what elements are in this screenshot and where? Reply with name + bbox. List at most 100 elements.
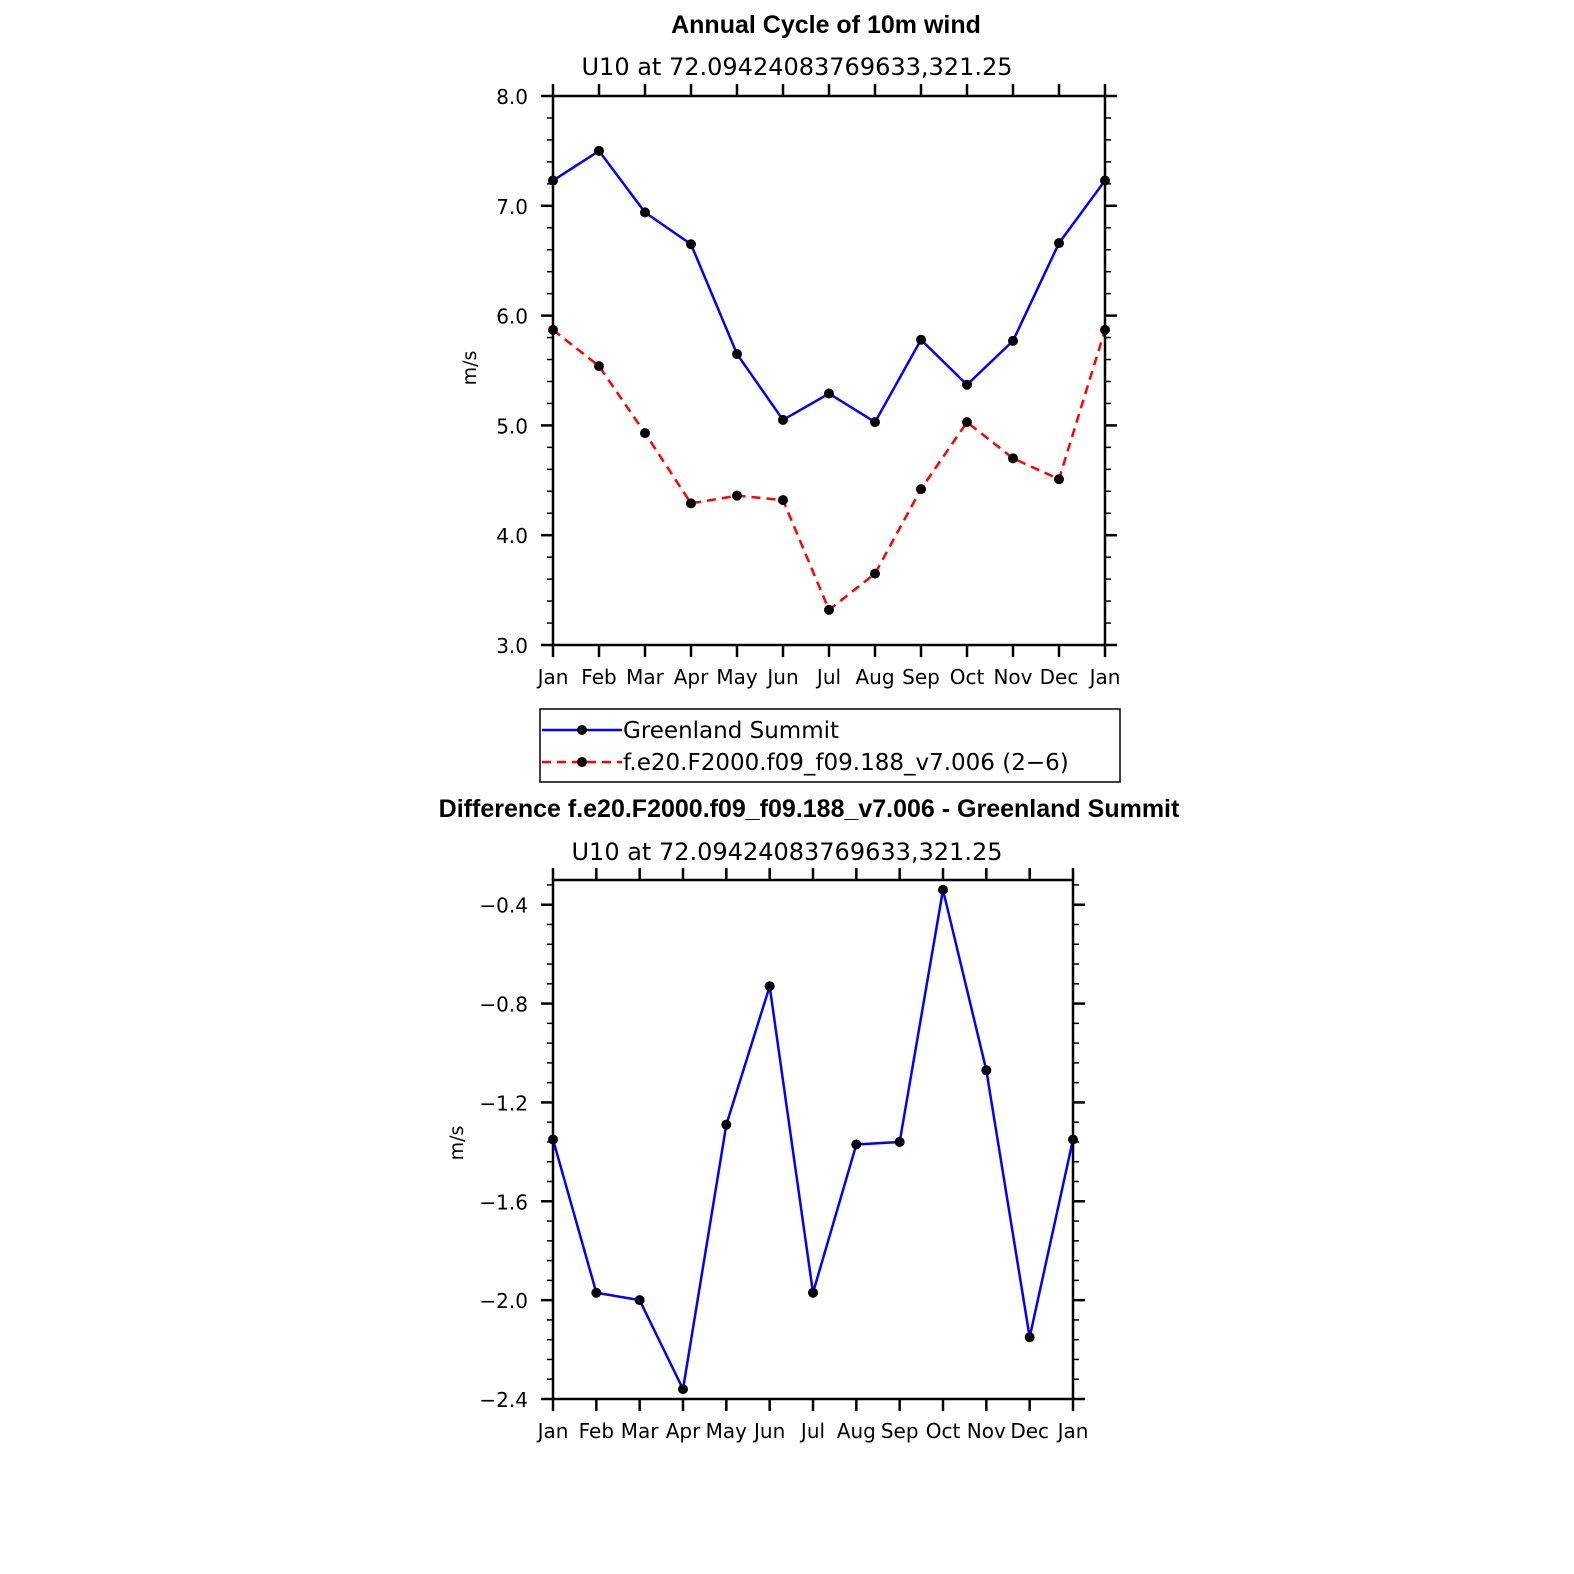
difference-chart: Difference f.e20.F2000.f09_f09.188_v7.00… [439,795,1180,1443]
y-tick-label: 5.0 [496,414,528,438]
y-tick-label: −0.8 [479,993,528,1017]
legend-marker-model [577,757,587,767]
chart-title: Annual Cycle of 10m wind [671,11,981,39]
x-tick-label: Jan [1088,665,1121,689]
x-tick-label: Nov [993,665,1032,689]
y-tick-label: −2.4 [479,1388,528,1412]
y-tick-label: 4.0 [496,524,528,548]
x-tick-label: Nov [967,1419,1006,1443]
legend-box [539,708,1121,783]
x-tick-label: Jun [765,665,798,689]
y-tick-label: −0.4 [479,894,528,918]
data-point [824,388,834,399]
chart-subtitle: U10 at 72.09424083769633,321.25 [581,53,1012,81]
x-tick-label: Mar [621,1419,660,1443]
x-tick-label: May [706,1419,748,1443]
data-point [640,207,650,218]
x-tick-label: Feb [581,665,616,689]
axis-ticks [541,868,1085,1411]
x-tick-label: Dec [1010,1419,1049,1443]
x-tick-label: Mar [626,665,665,689]
chart-subtitle: U10 at 72.09424083769633,321.25 [571,838,1002,866]
data-point [916,484,926,495]
data-point [916,334,926,345]
y-tick-label: 8.0 [496,85,528,109]
axis-ticks [541,84,1117,657]
legend-label-model: f.e20.F2000.f09_f09.188_v7.006 (2−6) [623,750,1069,776]
data-point [732,490,742,501]
x-tick-label: Jul [799,1419,825,1443]
data-point [778,495,788,506]
y-tick-label: 3.0 [496,634,528,658]
y-axis-label: m/s [446,1126,468,1161]
data-point [1008,335,1018,346]
data-point [721,1119,732,1130]
x-tick-label: Jun [752,1419,785,1443]
data-point [1054,474,1064,485]
y-tick-label: 6.0 [496,305,528,329]
data-point [678,1384,688,1395]
x-tick-label: Oct [950,665,985,689]
chart-title: Difference f.e20.F2000.f09_f09.188_v7.00… [439,795,1180,823]
series-line-1 [552,328,1107,612]
x-tick-label: Aug [855,665,894,689]
data-point [591,1287,602,1298]
y-tick-labels: −2.4 −2.0 −1.6 −1.2 −0.8 −0.4 [479,894,528,1412]
data-point [594,361,604,372]
series-line-0 [551,888,1075,1391]
data-point [894,1136,905,1147]
data-point [1008,453,1018,464]
x-tick-label: Aug [837,1419,876,1443]
plot-frame [551,94,1107,647]
x-tick-label: Jul [815,665,841,689]
plot-frame [551,878,1075,1401]
legend: Greenland Summit f.e20.F2000.f09_f09.188… [539,708,1121,783]
annual-cycle-chart: Annual Cycle of 10m wind U10 at 72.09424… [459,11,1121,783]
x-tick-label: Dec [1040,665,1079,689]
data-point [1024,1332,1035,1343]
x-tick-label: Sep [881,1419,919,1443]
x-tick-labels: Jan Feb Mar Apr May Jun Jul Aug Sep Oct Nov Dec Jan [536,1419,1089,1443]
x-tick-labels: Jan Feb Mar Apr May Jun Jul Aug Sep Oct Nov Dec Jan [536,665,1121,689]
x-tick-label: Jan [536,665,569,689]
data-point [732,349,742,360]
legend-item-model: f.e20.F2000.f09_f09.188_v7.006 (2−6) [542,750,1069,776]
data-point [1054,238,1064,249]
x-tick-label: Oct [926,1419,961,1443]
series-line-0 [552,149,1107,424]
data-point [870,568,880,579]
data-point [594,145,604,156]
data-point [962,379,972,390]
x-tick-label: Sep [902,665,940,689]
y-axis-label: m/s [459,351,481,386]
data-point [938,884,948,895]
data-point [870,417,880,428]
data-point [962,417,972,428]
data-point [764,981,775,992]
legend-label-greenland-summit: Greenland Summit [623,718,839,744]
data-point [808,1287,818,1298]
data-point [686,239,696,250]
x-tick-label: Feb [579,1419,614,1443]
data-point [824,604,834,615]
data-point [851,1139,862,1150]
y-tick-label: −1.2 [479,1091,528,1115]
series-group [548,145,1110,615]
y-tick-label: −2.0 [479,1289,528,1313]
data-point [981,1065,992,1076]
y-tick-label: 7.0 [496,195,528,219]
x-tick-label: Apr [666,1419,701,1443]
legend-item-greenland-summit: Greenland Summit [542,718,839,744]
series-group [548,884,1078,1395]
x-tick-label: May [716,665,758,689]
x-tick-label: Jan [536,1419,569,1443]
data-point [634,1295,645,1306]
x-tick-label: Jan [1056,1419,1089,1443]
data-point [686,498,696,509]
legend-marker-greenland-summit [577,725,587,735]
x-tick-label: Apr [674,665,709,689]
y-tick-labels: 3.0 4.0 5.0 6.0 7.0 8.0 [496,85,528,658]
data-point [778,414,788,425]
data-point [640,428,650,439]
